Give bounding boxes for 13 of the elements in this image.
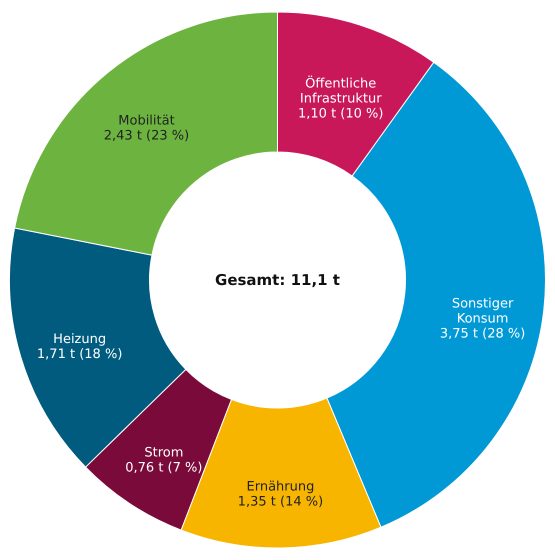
slice-label: Sonstiger Konsum xyxy=(452,296,514,326)
data-label: 1,71 t (18 %) xyxy=(36,346,122,362)
data-label: 0,76 t (7 %) xyxy=(125,460,202,476)
data-label: 1,10 t (10 %) xyxy=(298,106,384,122)
data-label: 3,75 t (28 %) xyxy=(440,326,526,342)
data-label: 2,43 t (23 %) xyxy=(104,128,190,144)
slice-label: Heizung xyxy=(53,332,106,347)
slice-label: Mobilität xyxy=(118,114,175,129)
slice-label: Strom xyxy=(144,445,184,460)
slice-label: Öffentliche Infrastruktur xyxy=(300,76,382,107)
text: Gesamt: 11,1 t xyxy=(215,271,340,289)
data-label: 1,35 t (14 %) xyxy=(238,494,324,510)
slice-label: Ernährung xyxy=(246,479,314,494)
